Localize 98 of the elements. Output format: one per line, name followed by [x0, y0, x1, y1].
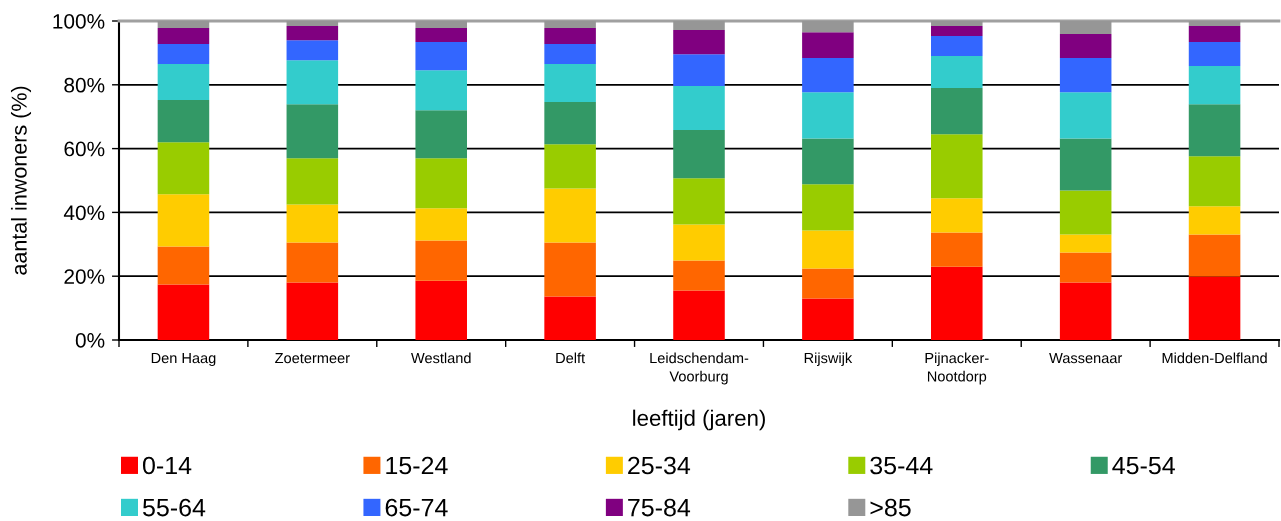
legend-label: 55-64: [143, 498, 206, 517]
bar: [157, 284, 210, 340]
bar: [1188, 26, 1241, 43]
x-tick-label: Midden-Delfland: [1162, 352, 1267, 364]
legend-label: 0-14: [142, 456, 192, 475]
y-tick-label: 60%: [64, 141, 105, 157]
bar: [802, 184, 854, 231]
bar: [1059, 92, 1112, 139]
bar: [544, 43, 596, 65]
legend-label: 65-74: [385, 498, 448, 517]
bar: [157, 64, 210, 101]
bar: [1059, 234, 1112, 253]
bar: [931, 56, 983, 88]
bar: [802, 58, 854, 93]
bar: [544, 242, 596, 297]
x-tick-label: Wassenaar: [1049, 353, 1123, 364]
bar: [415, 208, 467, 241]
bar: [802, 298, 854, 340]
bar: [1059, 58, 1112, 93]
y-tick-label: 100%: [53, 14, 105, 29]
bar: [673, 290, 725, 340]
legend-label: 45-54: [1112, 456, 1175, 475]
x-tick-label: Delft: [556, 352, 585, 364]
y-axis-title: aantal inwoners (%): [10, 86, 32, 275]
bar: [931, 266, 983, 340]
x-tick-label: Leidschendam- Voorburg: [650, 352, 749, 385]
y-tick-label: 80%: [64, 77, 105, 93]
legend-label: 15-24: [386, 456, 448, 475]
bar: [286, 104, 339, 159]
bar: [1059, 190, 1112, 235]
bar: [931, 35, 983, 57]
bar: [931, 87, 983, 135]
bar: [286, 26, 339, 41]
bar: [157, 142, 210, 195]
bar: [673, 54, 725, 87]
legend-label: >85: [870, 498, 911, 517]
bar: [415, 70, 467, 111]
bar: [415, 42, 467, 71]
bar: [673, 29, 725, 55]
bar: [802, 92, 854, 139]
x-tick-label: Den Haag: [151, 353, 216, 367]
bar: [931, 232, 983, 267]
bar: [157, 28, 210, 44]
y-tick-label: 20%: [64, 269, 105, 284]
bar: [286, 242, 339, 283]
x-tick-label: Pijnacker- Nootdorp: [925, 352, 989, 385]
bar: [673, 130, 725, 179]
bar: [544, 296, 596, 340]
bar: [157, 246, 210, 285]
bar: [286, 204, 339, 243]
bar: [1188, 65, 1241, 105]
bar: [544, 102, 596, 145]
legend-label: 25-34: [628, 456, 691, 475]
bar: [286, 282, 339, 340]
bar: [673, 178, 725, 225]
bar: [415, 280, 467, 340]
bar: [802, 32, 854, 58]
bar: [544, 28, 596, 44]
bar: [1059, 282, 1112, 340]
bar: [1188, 234, 1241, 277]
legend-label: 35-44: [870, 456, 933, 475]
bar: [157, 43, 210, 65]
bar: [931, 26, 983, 36]
bar: [673, 260, 725, 291]
bar: [1188, 42, 1241, 66]
bar: [931, 134, 983, 199]
bar: [415, 240, 467, 281]
x-tick-label: Westland: [411, 352, 471, 364]
y-tick-label: 0%: [75, 333, 105, 348]
bar: [1059, 252, 1112, 283]
bar: [673, 224, 725, 261]
bar: [802, 138, 854, 185]
bar: [157, 100, 210, 143]
bar: [544, 144, 596, 189]
bar: [1059, 34, 1112, 58]
bar: [802, 230, 854, 269]
bar: [415, 158, 467, 209]
bar: [544, 64, 596, 103]
bar: [1188, 206, 1241, 235]
bar: [673, 86, 725, 131]
y-tick-label: 40%: [63, 205, 105, 221]
x-tick-label: Zoetermeer: [275, 353, 350, 364]
x-axis-title: leeftijd (jaren): [633, 409, 765, 431]
bar: [1188, 156, 1241, 207]
x-tick-label: Rijswijk: [804, 352, 853, 367]
bar: [931, 198, 983, 233]
bar: [157, 194, 210, 247]
bar: [286, 40, 339, 61]
bar: [286, 158, 339, 205]
bar: [544, 188, 596, 243]
bar: [1188, 104, 1241, 157]
bar: [415, 110, 467, 159]
bar: [802, 268, 854, 299]
bar: [1188, 276, 1241, 340]
legend-label: 75-84: [628, 498, 691, 517]
bar: [1059, 138, 1112, 191]
bar: [415, 28, 467, 43]
bar: [286, 60, 339, 105]
